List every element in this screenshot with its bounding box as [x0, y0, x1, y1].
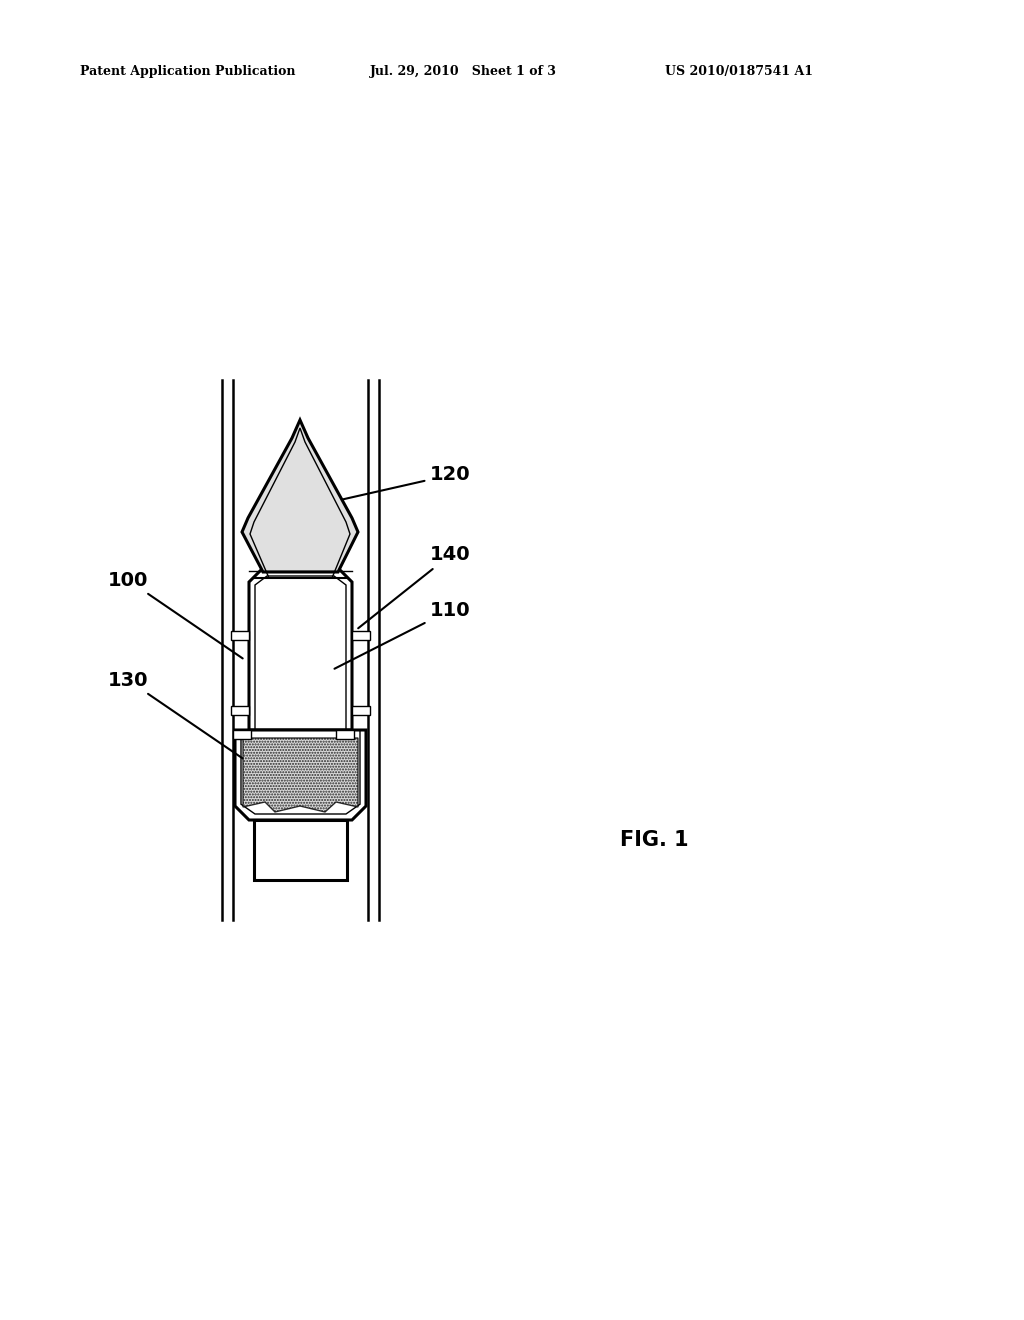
- Text: Patent Application Publication: Patent Application Publication: [80, 66, 296, 78]
- Text: 100: 100: [108, 570, 243, 659]
- Bar: [352, 631, 370, 639]
- Text: 110: 110: [335, 601, 471, 669]
- Polygon shape: [234, 730, 366, 820]
- Text: 130: 130: [108, 671, 243, 759]
- Text: 140: 140: [358, 545, 471, 628]
- Text: FIG. 1: FIG. 1: [620, 830, 688, 850]
- Text: US 2010/0187541 A1: US 2010/0187541 A1: [665, 66, 813, 78]
- Polygon shape: [249, 570, 352, 730]
- Bar: [336, 730, 354, 738]
- Bar: [231, 631, 249, 639]
- Bar: [352, 705, 370, 714]
- Polygon shape: [242, 420, 358, 572]
- Bar: [254, 820, 347, 880]
- Bar: [233, 730, 251, 738]
- Text: 120: 120: [343, 466, 471, 499]
- Text: Jul. 29, 2010   Sheet 1 of 3: Jul. 29, 2010 Sheet 1 of 3: [370, 66, 557, 78]
- Polygon shape: [243, 738, 358, 812]
- Bar: [231, 705, 249, 714]
